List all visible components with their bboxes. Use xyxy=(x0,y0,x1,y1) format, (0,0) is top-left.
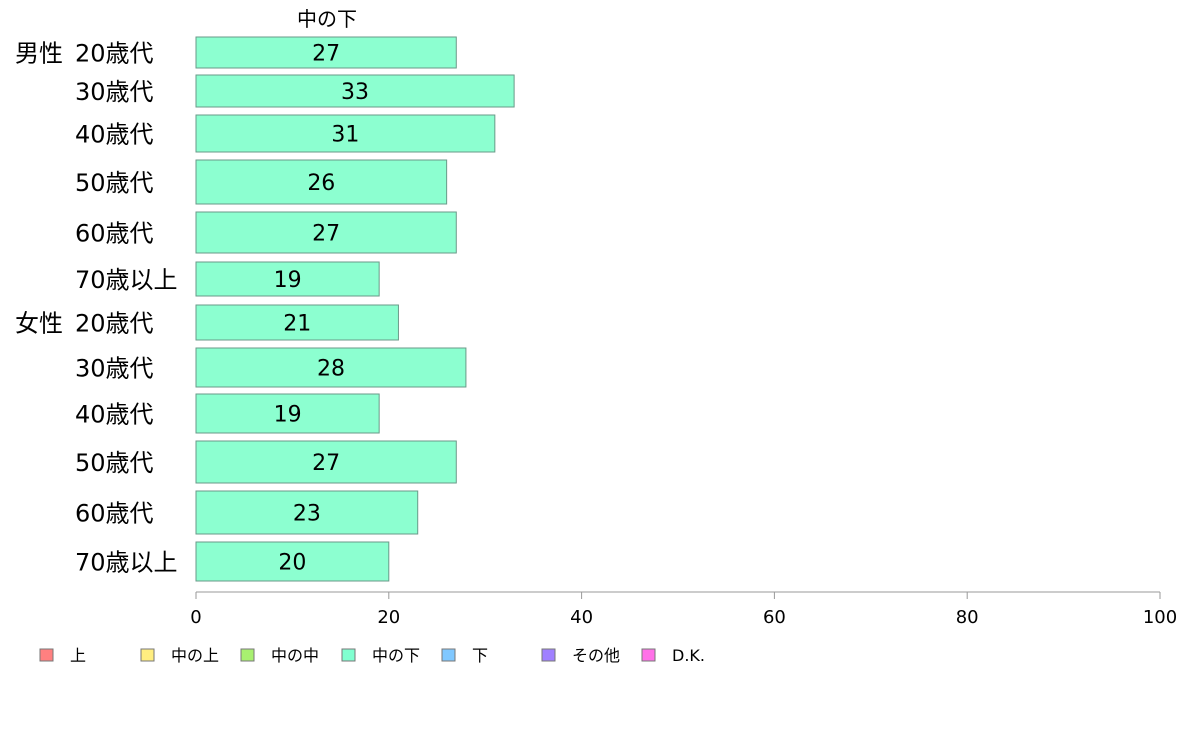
x-tick-label: 40 xyxy=(570,607,593,628)
legend-swatch xyxy=(541,648,556,662)
category-label: 40歳代 xyxy=(75,121,154,149)
chart-title: 中の下 xyxy=(297,7,357,31)
bar xyxy=(195,74,515,108)
legend: 上 中の上 中の中 中の下 下 その他 D.K. xyxy=(39,646,705,665)
legend-label: 下 xyxy=(472,646,488,665)
bar-value-label: 19 xyxy=(274,268,302,293)
bar-value-label: 27 xyxy=(312,42,340,67)
category-label: 60歳代 xyxy=(75,500,154,528)
legend-label: 中の上 xyxy=(171,646,219,665)
bar-value-label: 20 xyxy=(278,551,306,576)
bar-value-label: 31 xyxy=(331,123,359,148)
bar-value-label: 23 xyxy=(293,502,321,527)
legend-swatch xyxy=(641,648,656,662)
bar xyxy=(195,541,390,582)
bar xyxy=(195,393,380,434)
category-label: 50歳代 xyxy=(75,169,154,197)
category-label: 70歳以上 xyxy=(75,266,178,294)
bar xyxy=(195,114,496,153)
bar xyxy=(195,440,457,484)
bar xyxy=(195,211,457,254)
bar-value-label: 28 xyxy=(317,357,345,382)
legend-swatch xyxy=(341,648,356,662)
bar-rows: 2720歳代男性3330歳代3140歳代2650歳代2760歳代1970歳以上2… xyxy=(15,36,515,582)
bar-value-label: 21 xyxy=(283,312,311,337)
legend-label: 中の中 xyxy=(271,646,319,665)
x-axis: 0 20 40 60 80 100 xyxy=(190,591,1177,628)
bar xyxy=(195,304,399,341)
bar xyxy=(195,261,380,297)
bar xyxy=(195,347,467,388)
bar xyxy=(195,159,448,205)
category-label: 30歳代 xyxy=(75,355,154,383)
legend-swatch xyxy=(39,648,54,662)
category-label: 20歳代 xyxy=(75,310,154,338)
category-label: 30歳代 xyxy=(75,78,154,106)
legend-label: D.K. xyxy=(672,646,705,665)
x-tick-label: 80 xyxy=(956,607,979,628)
legend-label: 上 xyxy=(70,646,86,665)
x-tick-label: 100 xyxy=(1143,607,1177,628)
group-label: 女性 xyxy=(15,310,63,338)
bar xyxy=(195,490,419,535)
bar-value-label: 26 xyxy=(307,171,335,196)
bar xyxy=(195,36,457,69)
legend-label: その他 xyxy=(572,646,620,665)
category-label: 20歳代 xyxy=(75,40,154,68)
category-label: 50歳代 xyxy=(75,449,154,477)
legend-swatch xyxy=(240,648,255,662)
category-label: 60歳代 xyxy=(75,220,154,248)
bar-value-label: 19 xyxy=(274,403,302,428)
category-label: 40歳代 xyxy=(75,401,154,429)
legend-label: 中の下 xyxy=(372,646,420,665)
x-tick-label: 0 xyxy=(190,607,201,628)
legend-swatch xyxy=(140,648,155,662)
bar-value-label: 33 xyxy=(341,80,369,105)
category-label: 70歳以上 xyxy=(75,549,178,577)
legend-swatch xyxy=(441,648,456,662)
x-tick-label: 60 xyxy=(763,607,786,628)
x-tick-label: 20 xyxy=(377,607,400,628)
bar-value-label: 27 xyxy=(312,451,340,476)
group-label: 男性 xyxy=(15,40,63,68)
bar-value-label: 27 xyxy=(312,222,340,247)
